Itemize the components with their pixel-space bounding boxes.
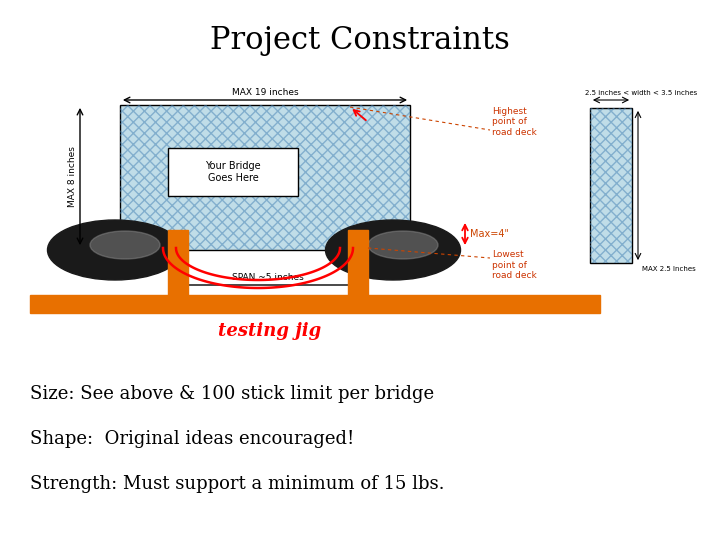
Text: Shape:  Original ideas encouraged!: Shape: Original ideas encouraged! xyxy=(30,430,354,448)
Text: MAX 2.5 Inches: MAX 2.5 Inches xyxy=(642,266,696,272)
Text: Project Constraints: Project Constraints xyxy=(210,24,510,56)
Bar xyxy=(168,230,188,295)
Text: Size: See above & 100 stick limit per bridge: Size: See above & 100 stick limit per br… xyxy=(30,385,434,403)
Text: Highest
point of
road deck: Highest point of road deck xyxy=(492,107,536,137)
Text: MAX 8 inches: MAX 8 inches xyxy=(68,146,77,207)
Text: Strength: Must support a minimum of 15 lbs.: Strength: Must support a minimum of 15 l… xyxy=(30,475,444,493)
Bar xyxy=(120,105,410,250)
Bar xyxy=(348,230,368,295)
Text: MAX 19 inches: MAX 19 inches xyxy=(232,88,298,97)
Ellipse shape xyxy=(325,220,461,280)
Bar xyxy=(590,108,632,263)
Text: Your Bridge
Goes Here: Your Bridge Goes Here xyxy=(205,161,261,183)
Ellipse shape xyxy=(368,231,438,259)
Text: testing jig: testing jig xyxy=(218,322,322,340)
Bar xyxy=(120,105,410,250)
Bar xyxy=(590,108,632,263)
Text: SPAN ~5 inches: SPAN ~5 inches xyxy=(232,273,304,282)
Text: 2.5 inches < width < 3.5 inches: 2.5 inches < width < 3.5 inches xyxy=(585,90,697,96)
Text: Max=4": Max=4" xyxy=(470,229,509,239)
Bar xyxy=(168,148,298,196)
Ellipse shape xyxy=(90,231,160,259)
Bar xyxy=(30,295,600,313)
Ellipse shape xyxy=(48,220,182,280)
Text: Lowest
point of
road deck: Lowest point of road deck xyxy=(492,250,536,280)
